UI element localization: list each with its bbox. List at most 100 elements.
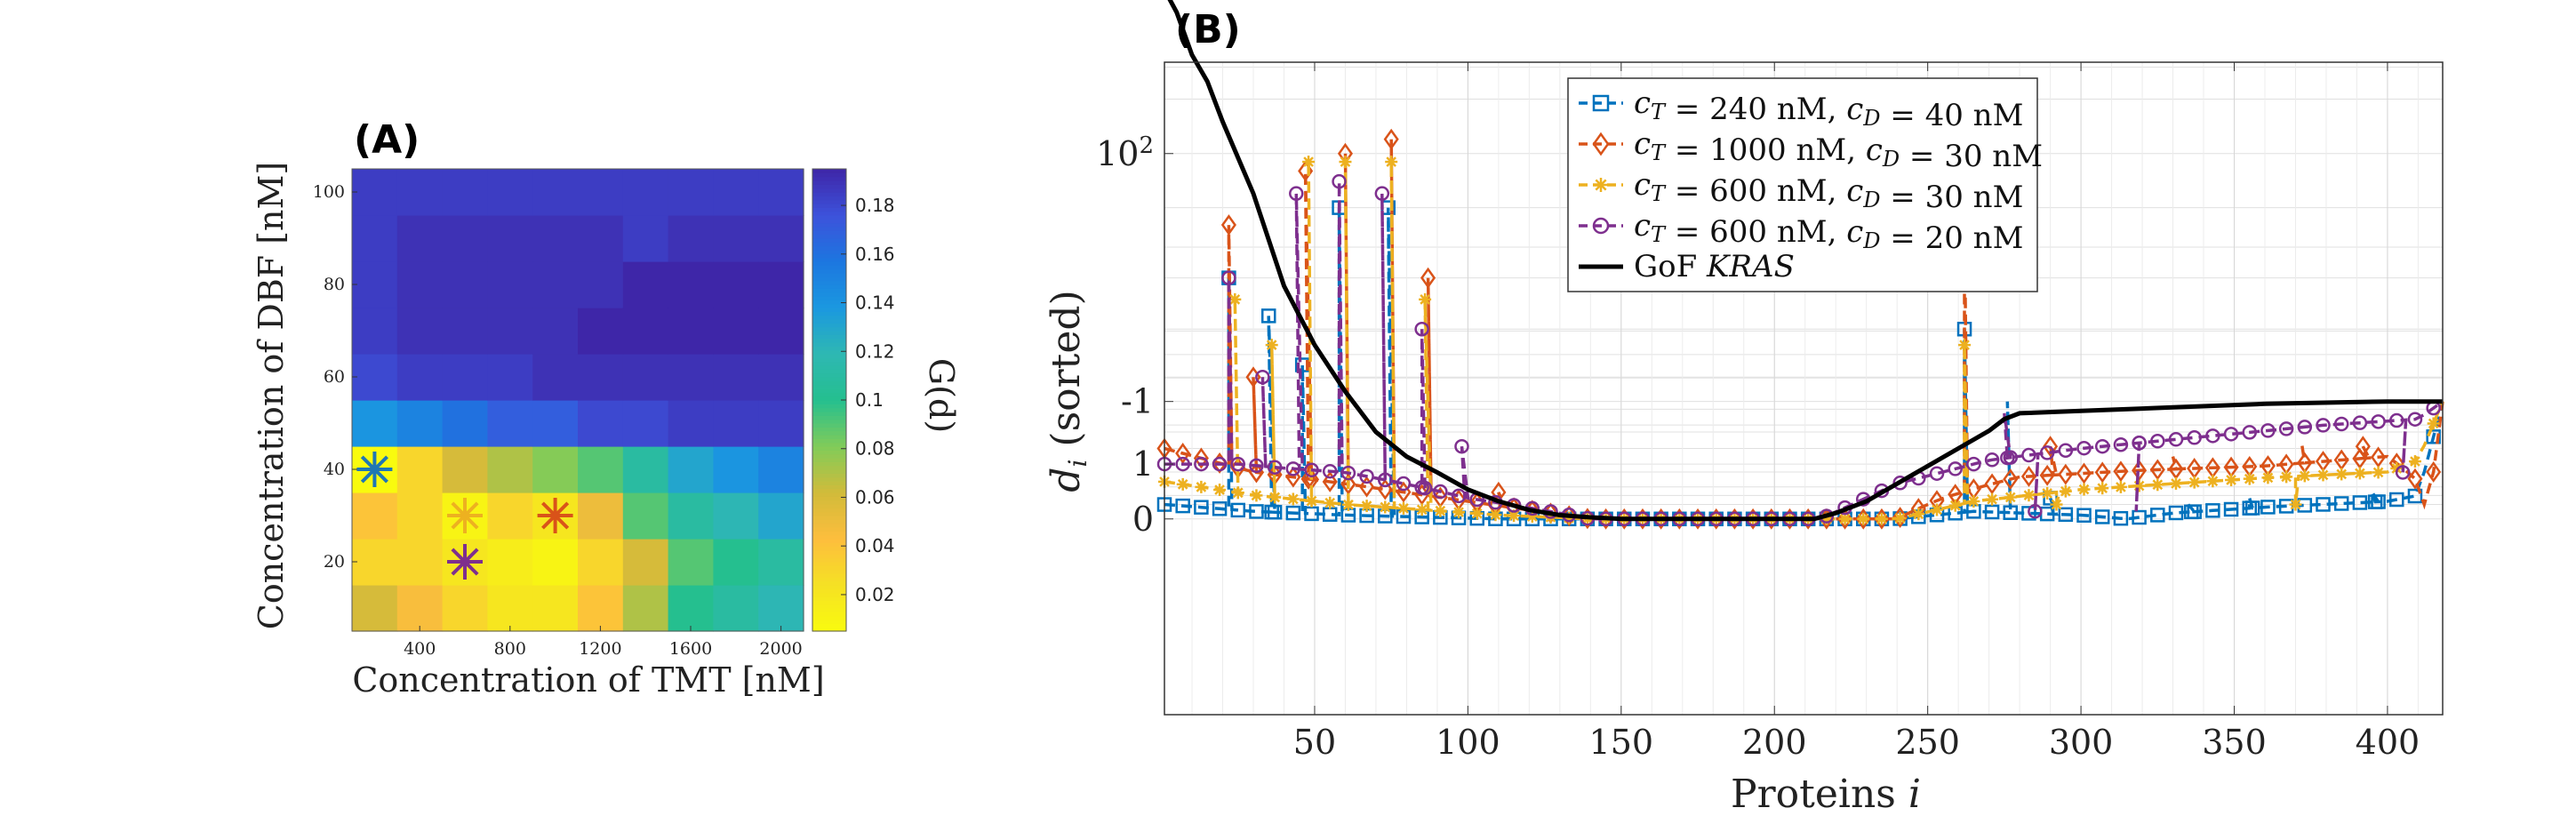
heatmap-cell — [352, 400, 398, 447]
series-marker-square — [2205, 503, 2220, 518]
series-marker-star — [2299, 470, 2310, 482]
series-marker-star — [2060, 485, 2071, 497]
xtick-label: 150 — [1589, 723, 1654, 762]
series-marker-diamond — [2407, 468, 2423, 490]
heatmap-cell — [532, 261, 579, 308]
heatmap-cell — [532, 400, 579, 447]
series-marker-star — [1177, 479, 1188, 490]
heatmap-cell — [668, 585, 714, 632]
heatmap-cell — [532, 308, 579, 355]
series-marker-star — [1858, 513, 1869, 524]
heatmap-marker-stroke — [360, 455, 388, 484]
series-marker-star — [1913, 508, 1924, 520]
panel-a-label: (A) — [354, 117, 420, 163]
legend-label-part: T — [1651, 222, 1667, 247]
series-marker-diamond — [1984, 473, 2000, 495]
series-marker-star — [1196, 482, 1207, 492]
heatmap-xtick-label: 1600 — [669, 639, 712, 659]
colorbar-segment — [812, 311, 846, 316]
heatmap-cell — [668, 354, 714, 401]
series-marker-star — [1876, 513, 1887, 524]
series-marker-circle — [1212, 456, 1228, 472]
heatmap-cell — [622, 446, 669, 493]
line-chart-ylabel: di (sorted) — [1044, 290, 1092, 492]
series-marker-star — [2372, 467, 2384, 478]
colorbar-segment — [812, 461, 846, 467]
heatmap-cell — [713, 446, 759, 493]
heatmap-ytick-label: 80 — [324, 275, 345, 294]
series-marker-circle — [2132, 436, 2147, 451]
colorbar-segment — [812, 534, 846, 540]
colorbar-segment — [812, 450, 846, 455]
colorbar-segment — [812, 412, 846, 416]
heatmap-cell — [487, 446, 533, 493]
heatmap-cell — [442, 400, 488, 447]
colorbar-segment — [812, 211, 846, 216]
series-marker-circle — [1332, 173, 1347, 189]
heatmap-markers — [356, 452, 573, 580]
heatmap-cell — [396, 539, 444, 586]
colorbar-segment — [812, 323, 846, 328]
colorbar-segment — [812, 257, 846, 262]
ylabel-sub: i — [1063, 460, 1092, 468]
heatmap-cell — [758, 585, 804, 632]
heatmap-ytick-label: 100 — [313, 182, 345, 202]
heatmap-ylabel: Concentration of DBF [nM] — [252, 162, 291, 630]
colorbar-segment — [812, 180, 846, 185]
series-marker-square — [1230, 502, 1246, 518]
colorbar-segment — [812, 372, 846, 378]
heatmap-cell — [622, 539, 669, 586]
ylabel-var: d — [1044, 468, 1089, 492]
colorbar-segment — [812, 227, 846, 231]
series-marker-circle — [1175, 456, 1190, 472]
colorbar-segment — [812, 550, 846, 555]
colorbar-label: G(d) — [922, 358, 961, 433]
heatmap-cell — [487, 539, 533, 586]
heatmap-cell — [396, 308, 444, 355]
colorbar-segment — [812, 423, 846, 428]
heatmap-cell — [578, 539, 624, 586]
xtick-label: 50 — [1293, 723, 1336, 762]
series-marker-star — [1324, 497, 1336, 508]
legend-entry: GoF KRAS — [1579, 249, 1795, 284]
colorbar-segment — [812, 326, 846, 332]
heatmap — [352, 169, 804, 632]
heatmap-cell — [578, 261, 624, 308]
series-marker-circle — [2039, 445, 2055, 460]
colorbar-segment — [812, 419, 846, 424]
series-marker-circle — [1948, 461, 1963, 476]
colorbar-segment — [812, 245, 846, 251]
legend-label-part: D — [1862, 228, 1880, 253]
legend-entry: cT = 600 nM, cD = 20 nM — [1579, 208, 2023, 256]
colorbar-segment — [812, 238, 846, 243]
series-marker-square — [2003, 505, 2019, 520]
series-marker-circle — [1417, 480, 1433, 496]
colorbar-segment — [812, 319, 846, 324]
colorbar-segment — [812, 303, 846, 308]
colorbar-segment — [812, 219, 846, 224]
series-marker-star — [1968, 496, 1980, 507]
colorbar-segment — [812, 400, 846, 404]
series-marker-circle — [2242, 425, 2257, 440]
colorbar-segment — [812, 592, 846, 597]
colorbar-segment — [812, 562, 846, 566]
series-marker-circle — [1892, 476, 1908, 491]
colorbar-segment — [812, 331, 846, 335]
series-marker-circle — [2352, 415, 2368, 430]
series-marker-star — [1380, 501, 1391, 513]
series-marker-circle — [2205, 428, 2220, 444]
legend-label-part: D — [1862, 188, 1880, 212]
colorbar-segment — [812, 334, 846, 340]
series-marker-square — [1984, 504, 2000, 520]
series-marker-circle — [2076, 440, 2092, 456]
legend-label: GoF KRAS — [1634, 249, 1795, 284]
heatmap-cell — [668, 539, 714, 586]
colorbar-segment — [812, 253, 846, 259]
heatmap-cell — [622, 585, 669, 632]
heatmap-cell — [442, 261, 488, 308]
series-marker-star — [2042, 488, 2052, 499]
heatmap-cell — [487, 354, 533, 401]
colorbar-segment — [812, 361, 846, 366]
series-marker-square — [1194, 500, 1209, 515]
